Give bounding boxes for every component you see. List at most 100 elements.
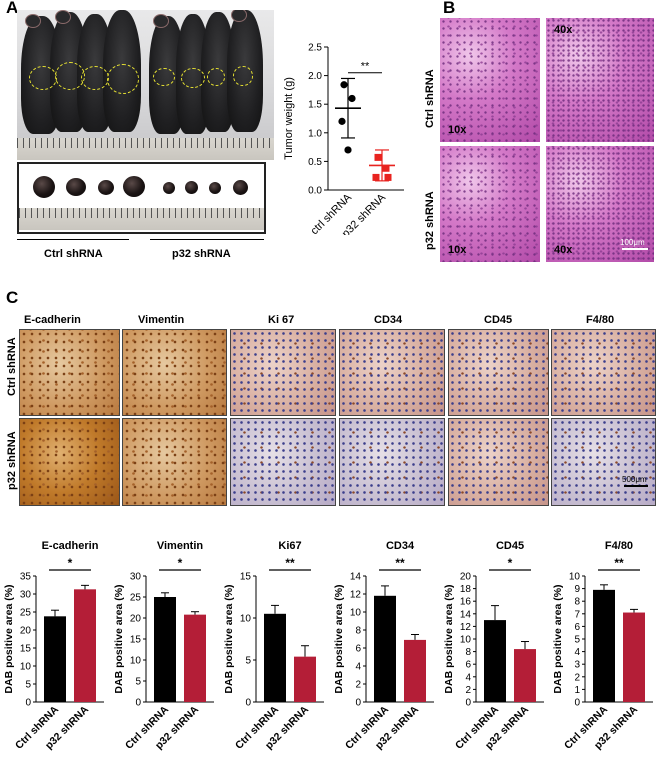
y-tick-label: 6 [574, 622, 580, 633]
y-tick-label: 10 [130, 656, 142, 667]
data-point [348, 94, 356, 103]
tumor-outline [153, 68, 175, 86]
ihc-p32-ki67 [230, 418, 336, 506]
y-tick-label: 1 [574, 685, 580, 696]
tumor [33, 176, 55, 198]
chart-title: CD34 [386, 540, 415, 552]
tumor-outline [107, 64, 139, 94]
data-point [372, 173, 380, 181]
marker-label: Vimentin [138, 314, 185, 326]
marker-label: CD45 [484, 314, 513, 326]
chart-title: Vimentin [157, 540, 204, 552]
significance-mark: ** [395, 556, 405, 570]
y-tick-label: 0 [135, 698, 141, 709]
tumor [123, 176, 145, 197]
bar [74, 589, 96, 702]
y-tick-label: 6 [465, 660, 471, 671]
y-tick-label: 2 [574, 672, 580, 683]
tumor-outline [81, 66, 109, 90]
y-tick-label: 25 [20, 608, 32, 619]
y-axis-label: DAB positive area (%) [443, 584, 455, 693]
ctrl-group-line [17, 239, 129, 240]
he-row-label-p32: p32 shRNA [424, 191, 436, 250]
tumor-outline [207, 68, 225, 86]
ihc-p32-vimentin [122, 418, 227, 506]
mouse-ear [25, 14, 41, 28]
y-tick-label: 0.5 [308, 157, 322, 168]
significance-mark: ** [614, 556, 624, 570]
he-row-label-ctrl: Ctrl shRNA [424, 69, 436, 128]
scale-bar-label: 500μm [622, 475, 647, 484]
bar-chart-vimentin: Vimentin 0 5 10 15 20 25 30 DAB positive area (%… [113, 540, 214, 752]
data-point [384, 173, 392, 181]
y-tick-label: 0 [574, 698, 580, 709]
bar [154, 597, 176, 702]
y-tick-label: 8 [355, 626, 361, 637]
tumor [209, 182, 221, 194]
ruler [17, 138, 274, 160]
ihc-p32-f480: 500μm [551, 418, 656, 506]
data-point [340, 81, 348, 89]
excised-tumors-photo [17, 162, 266, 234]
y-tick-label: 35 [20, 572, 32, 583]
ihc-ctrl-cd34 [339, 329, 445, 416]
marker-label: Ki 67 [268, 314, 295, 326]
y-tick-label: 7 [574, 609, 580, 620]
significance-mark: ** [285, 556, 295, 570]
scale-bar [624, 485, 648, 487]
he-p32-10x: 10x [440, 146, 540, 262]
y-tick-label: 8 [465, 647, 471, 658]
tumor [163, 182, 175, 194]
scale-bar-label: 100μm [620, 238, 645, 247]
he-ctrl-40x: 40x [546, 18, 654, 142]
tumor-outline [29, 66, 57, 90]
bar [593, 589, 615, 702]
tumor-outline [181, 68, 205, 88]
y-tick-label: 4 [355, 662, 361, 673]
y-tick-label: 10 [569, 572, 581, 583]
panel-label-b: B [443, 0, 456, 17]
mag-label: 10x [448, 124, 467, 136]
y-axis-label: DAB positive area (%) [3, 584, 15, 693]
ihc-ctrl-cd45 [448, 329, 549, 416]
bar [294, 656, 316, 702]
y-tick-label: 18 [460, 584, 472, 595]
y-tick-label: 20 [20, 626, 32, 637]
y-tick-label: 2.5 [308, 43, 322, 54]
mouse-ear [153, 14, 169, 28]
significance-mark: * [178, 556, 183, 570]
marker-label: F4/80 [586, 314, 615, 326]
y-tick-label: 12 [350, 590, 362, 601]
p32-group-line [150, 239, 264, 240]
y-axis-label: DAB positive area (%) [333, 584, 345, 693]
mice-photo [17, 10, 274, 160]
marker-label: E-cadherin [24, 314, 81, 326]
ruler [19, 208, 264, 230]
bar [374, 595, 396, 702]
y-tick-label: 1.0 [308, 128, 322, 139]
y-tick-label: 0 [355, 698, 361, 709]
y-tick-label: 5 [135, 677, 141, 688]
y-tick-label: 0.0 [308, 186, 322, 197]
y-tick-label: 30 [130, 572, 142, 583]
data-point [374, 153, 382, 161]
y-tick-label: 9 [574, 584, 580, 595]
y-tick-label: 8 [574, 597, 580, 608]
y-tick-label: 4 [465, 672, 471, 683]
y-tick-label: 0 [25, 698, 31, 709]
ctrl-group-label: Ctrl shRNA [44, 248, 103, 260]
chart-title: E-cadherin [42, 540, 99, 552]
y-tick-label: 0 [465, 698, 471, 709]
y-tick-label: 5 [245, 656, 251, 667]
tumor [233, 180, 248, 195]
ihc-p32-cd45 [448, 418, 549, 506]
bar [44, 616, 66, 702]
bar [484, 620, 506, 702]
significance-mark: ** [361, 61, 370, 73]
significance-mark: * [68, 556, 73, 570]
panel-label-c: C [6, 288, 19, 307]
y-tick-label: 14 [350, 572, 362, 583]
